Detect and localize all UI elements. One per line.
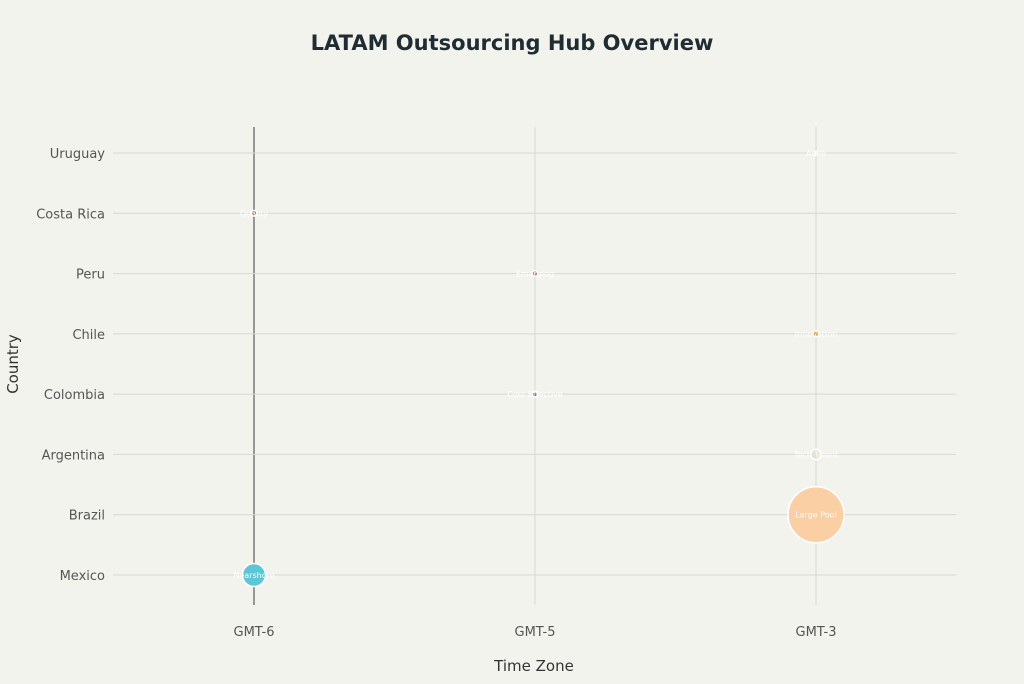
bubble [787,485,845,544]
bubble [531,270,539,278]
bubble [809,448,823,461]
bubble [813,150,819,156]
bubble-label: Agile [806,149,826,158]
y-tick-label: Mexico [60,569,105,584]
bubble-label: Emerging [516,270,554,279]
x-axis-label: Time Zone [493,657,574,675]
bubble-label: Tech Talent [793,450,838,459]
y-tick-label: Costa Rica [36,207,105,222]
y-tick-label: Brazil [69,509,105,524]
y-tick-label: Argentina [42,448,105,463]
x-axis-ticks: GMT-6 GMT-5 GMT-3 [234,625,837,640]
y-tick-label: Peru [76,268,105,283]
bubble-label: Cost-Effective [507,390,563,399]
y-tick-label: Chile [72,328,105,343]
bubble [812,330,820,338]
bubble-label: Nearshore [233,571,274,580]
y-axis-label: Country [4,334,22,394]
x-tick-label: GMT-3 [796,625,837,640]
bubble-label: Large Pool [795,511,837,520]
bubble [241,562,267,588]
x-tick-label: GMT-6 [234,625,275,640]
bubble-label: Quality [240,209,269,218]
bubble-label: Innovation [795,330,837,339]
bubble [250,209,258,217]
bubbles: Nearshore Large Pool Tech Talent Cost-Effec… [233,149,845,588]
y-tick-label: Colombia [44,388,105,403]
x-tick-label: GMT-5 [515,625,556,640]
y-tick-label: Uruguay [50,147,106,162]
y-axis-ticks: Mexico Brazil Argentina Colombia Chile Peru Co… [36,147,105,584]
chart-title: LATAM Outsourcing Hub Overview [311,31,714,55]
bubble [531,390,539,398]
